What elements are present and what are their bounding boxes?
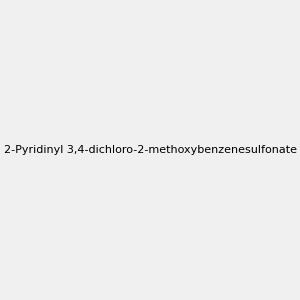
- Text: 2-Pyridinyl 3,4-dichloro-2-methoxybenzenesulfonate: 2-Pyridinyl 3,4-dichloro-2-methoxybenzen…: [4, 145, 296, 155]
